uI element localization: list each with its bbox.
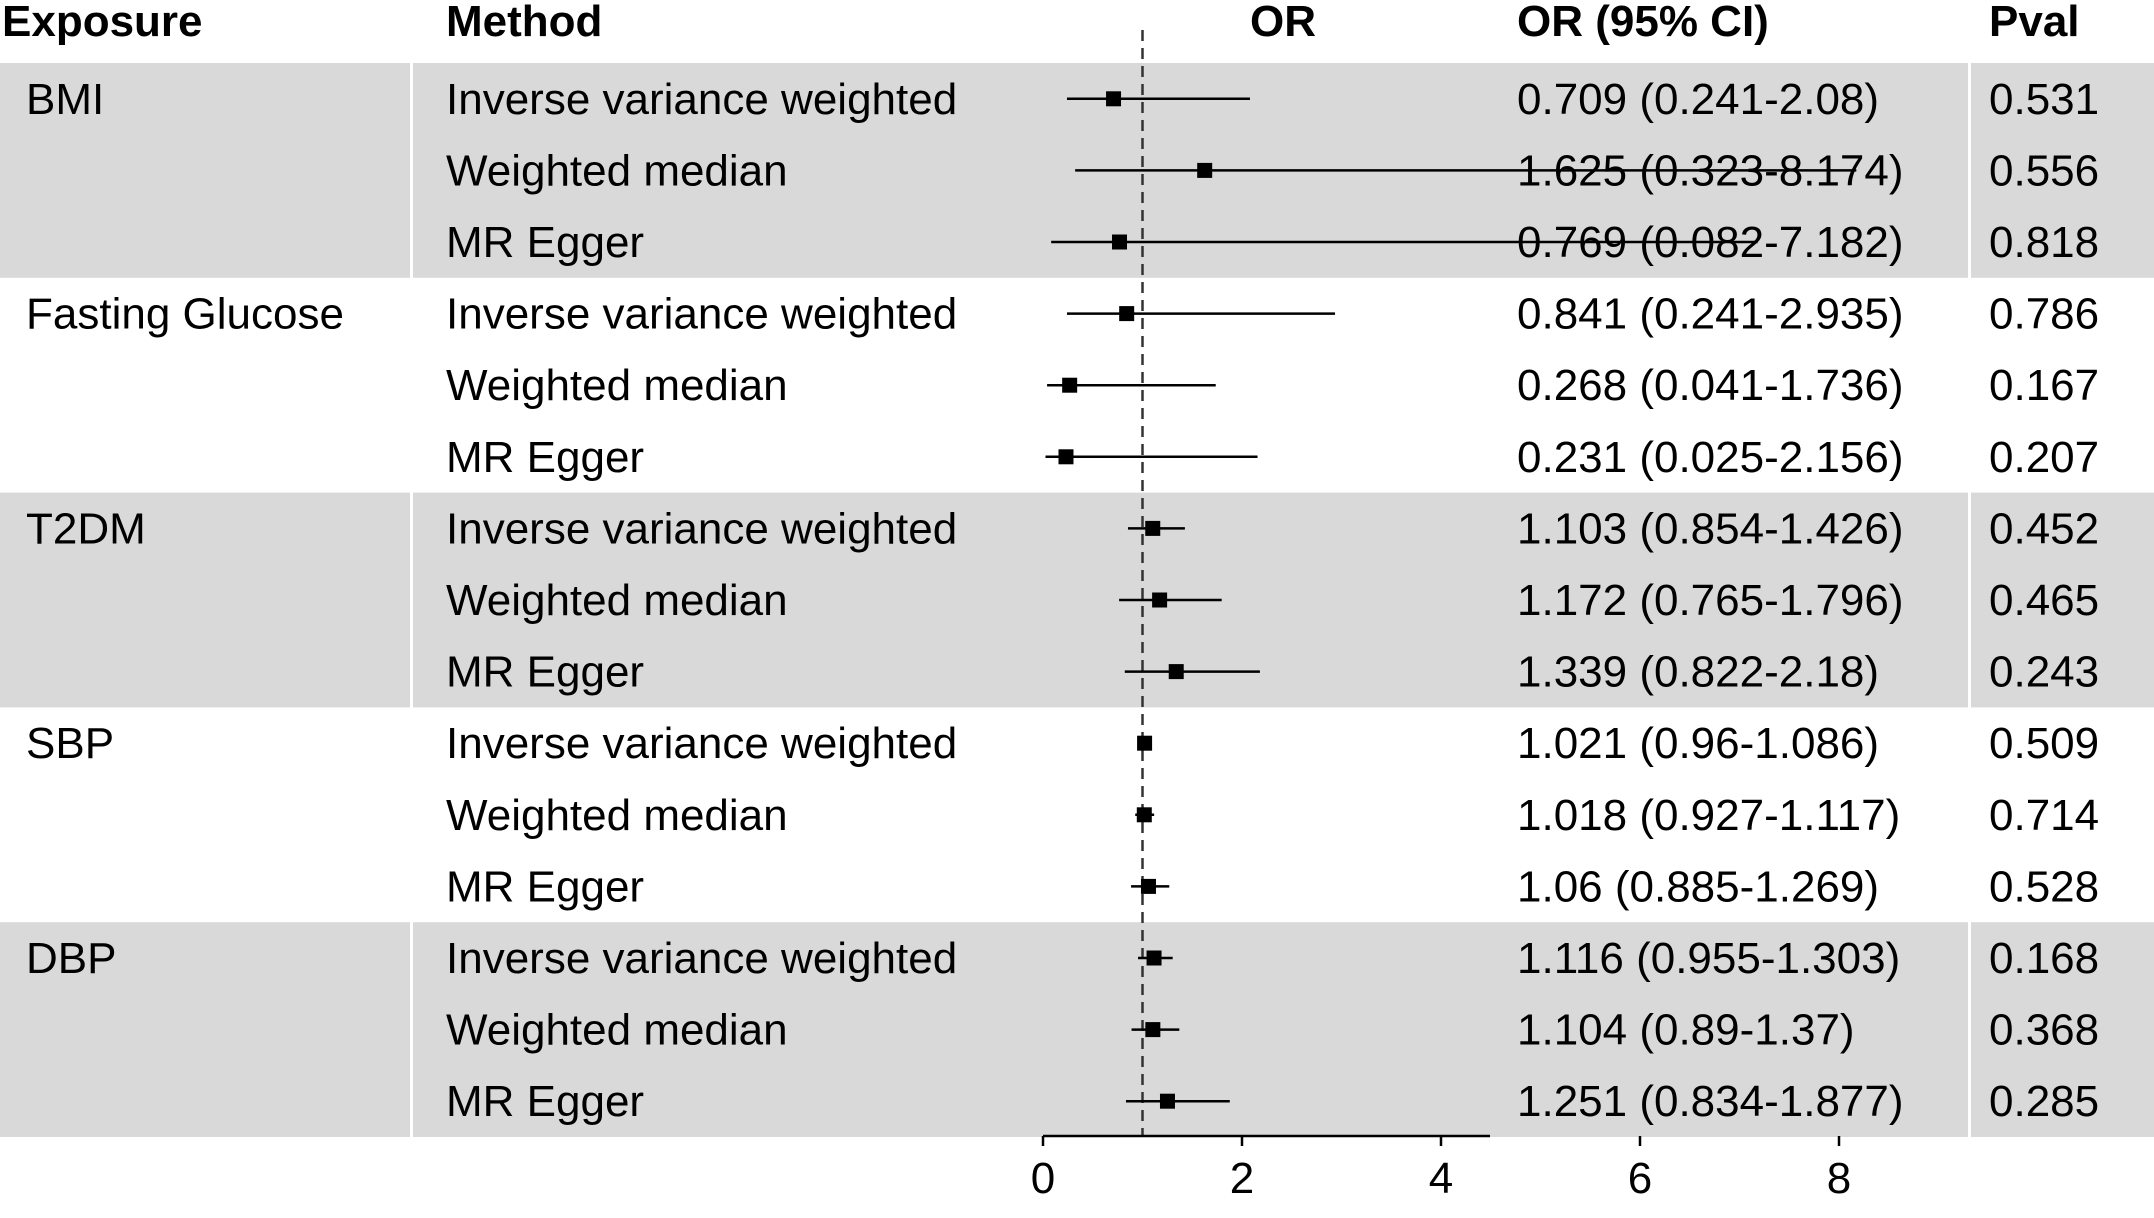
band-exposure-cell	[0, 63, 410, 278]
point-estimate	[1145, 1022, 1161, 1038]
or-ci-label: 1.251 (0.834-1.877)	[1517, 1077, 1904, 1126]
pval-label: 0.368	[1989, 1006, 2099, 1055]
pval-label: 0.714	[1989, 791, 2099, 840]
band-pval-cell	[1971, 63, 2154, 278]
point-estimate	[1058, 449, 1074, 465]
point-estimate	[1146, 950, 1162, 966]
pval-label: 0.452	[1989, 504, 2099, 553]
or-ci-label: 0.709 (0.241-2.08)	[1517, 75, 1879, 124]
pval-label: 0.556	[1989, 146, 2099, 195]
method-label: Inverse variance weighted	[446, 75, 957, 124]
method-label: Weighted median	[446, 361, 788, 410]
pval-label: 0.528	[1989, 862, 2099, 911]
method-label: MR Egger	[446, 433, 644, 482]
method-label: MR Egger	[446, 648, 644, 697]
or-ci-label: 0.231 (0.025-2.156)	[1517, 433, 1904, 482]
pval-label: 0.285	[1989, 1077, 2099, 1126]
or-ci-label: 1.172 (0.765-1.796)	[1517, 576, 1904, 625]
method-label: Inverse variance weighted	[446, 290, 957, 339]
method-label: Inverse variance weighted	[446, 504, 957, 553]
x-tick-label: 0	[1031, 1154, 1055, 1203]
or-ci-label: 0.841 (0.241-2.935)	[1517, 290, 1904, 339]
method-label: Inverse variance weighted	[446, 719, 957, 768]
pval-label: 0.531	[1989, 75, 2099, 124]
x-tick-label: 6	[1628, 1154, 1652, 1203]
method-label: Weighted median	[446, 576, 788, 625]
exposure-label: T2DM	[26, 504, 146, 553]
method-label: Weighted median	[446, 146, 788, 195]
forest-marks	[1045, 30, 1857, 1136]
exposure-label: Fasting Glucose	[26, 290, 344, 339]
x-axis: 0 2 4 6 8	[1031, 1134, 1851, 1203]
point-estimate	[1152, 592, 1168, 608]
pval-label: 0.509	[1989, 719, 2099, 768]
header-or-ci: OR (95% CI)	[1517, 0, 1769, 46]
method-label: MR Egger	[446, 1077, 644, 1126]
or-ci-label: 1.339 (0.822-2.18)	[1517, 648, 1879, 697]
or-ci-label: 1.103 (0.854-1.426)	[1517, 504, 1904, 553]
point-estimate	[1137, 735, 1153, 751]
pval-label: 0.818	[1989, 218, 2099, 267]
or-ci-label: 1.116 (0.955-1.303)	[1517, 934, 1900, 983]
pval-label: 0.465	[1989, 576, 2099, 625]
x-tick-label: 8	[1827, 1154, 1851, 1203]
header-exposure: Exposure	[2, 0, 203, 46]
point-estimate	[1106, 91, 1122, 107]
pval-label: 0.243	[1989, 648, 2099, 697]
band-exposure-cell	[0, 922, 410, 1137]
pval-label: 0.786	[1989, 290, 2099, 339]
table-rows: BMI Inverse variance weighted 0.709 (0.241…	[26, 75, 2099, 1126]
exposure-label: BMI	[26, 75, 104, 124]
point-estimate	[1145, 520, 1161, 536]
point-estimate	[1197, 162, 1213, 178]
x-tick-label: 4	[1429, 1154, 1453, 1203]
header-pval: Pval	[1989, 0, 2080, 46]
method-label: MR Egger	[446, 862, 644, 911]
or-ci-label: 1.021 (0.96-1.086)	[1517, 719, 1879, 768]
method-label: Weighted median	[446, 791, 788, 840]
pval-label: 0.168	[1989, 934, 2099, 983]
point-estimate	[1136, 807, 1152, 823]
or-ci-label: 1.018 (0.927-1.117)	[1517, 791, 1900, 840]
point-estimate	[1159, 1093, 1175, 1109]
pval-label: 0.167	[1989, 361, 2099, 410]
exposure-label: SBP	[26, 719, 114, 768]
x-tick-label: 2	[1230, 1154, 1254, 1203]
band-pval-cell	[1971, 922, 2154, 1137]
or-ci-label: 1.06 (0.885-1.269)	[1517, 862, 1879, 911]
band-exposure-cell	[0, 492, 410, 708]
point-estimate	[1119, 306, 1135, 322]
point-estimate	[1062, 377, 1078, 393]
point-estimate	[1140, 878, 1156, 894]
band-pval-cell	[1971, 492, 2154, 708]
exposure-label: DBP	[26, 934, 116, 983]
header-or: OR	[1250, 0, 1316, 46]
or-ci-label: 1.104 (0.89-1.37)	[1517, 1006, 1855, 1055]
method-label: Weighted median	[446, 1006, 788, 1055]
point-estimate	[1112, 234, 1128, 250]
method-label: Inverse variance weighted	[446, 934, 957, 983]
point-estimate	[1168, 664, 1184, 680]
pval-label: 0.207	[1989, 433, 2099, 482]
header-method: Method	[446, 0, 602, 46]
or-ci-label: 0.268 (0.041-1.736)	[1517, 361, 1904, 410]
method-label: MR Egger	[446, 218, 644, 267]
